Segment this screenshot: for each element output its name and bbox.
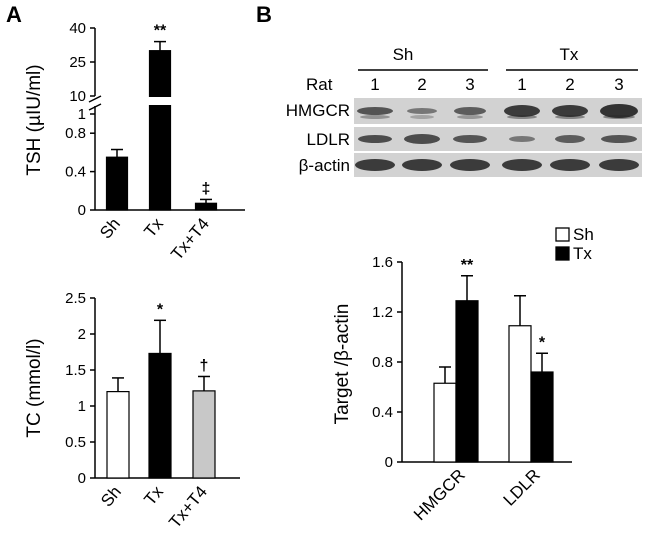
target-y-axis-title: Target /β-actin [332,304,353,425]
blot-group-tx: Tx [560,45,579,64]
target-significance-mark: ** [461,257,474,274]
tsh-category-label: Tx [140,214,167,241]
tc-y-tick-label: 0.5 [65,434,86,451]
blot-lane-label: 3 [465,75,474,94]
legend-label-tx: Tx [573,244,592,263]
tc-bar-chart: 0 0.5 1 1.5 2 2.5 TC (mmol/l) Sh * Tx † Tx+T4 [24,290,240,532]
tsh-bar [194,202,218,211]
tc-y-tick-label: 2.5 [65,290,86,307]
blot-band [555,135,585,143]
target-y-tick-label: 1.2 [372,304,393,321]
blot-band [599,159,639,171]
tc-category-label: Sh [97,482,125,510]
panel-a-label: A [6,2,22,27]
tsh-y-tick-label: 10 [69,88,86,105]
tc-y-tick-label: 0 [78,470,86,487]
tsh-axis-break-mark [88,95,102,103]
legend-swatch-sh [555,227,570,242]
target-bar-sh [433,382,457,463]
target-y-tick-label: 1.6 [372,254,393,271]
tsh-bar-break-gap [147,97,173,105]
blot-band [555,115,585,119]
tc-category-label: Tx+T4 [165,482,211,531]
tc-category-label: Tx [140,482,167,509]
blot-band [457,115,483,119]
tsh-bar [105,156,129,211]
tc-bar [148,352,172,479]
tsh-significance-mark: ** [154,23,167,40]
blot-band [410,115,434,119]
blot-lane-label: 3 [614,75,623,94]
tsh-significance-mark: ‡ [202,180,211,197]
blot-band [404,134,440,144]
blot-row-label: LDLR [307,130,350,149]
target-bar-tx [530,371,554,463]
tsh-y-tick-label: 0 [78,202,86,219]
panel-b-label: B [256,2,272,27]
tsh-y-axis-title: TSH (µIU/ml) [24,64,45,175]
tsh-category-label: Tx+T4 [167,214,213,263]
western-blot: Sh Tx Rat 1 2 3 1 2 3 HMGCR LDLR β-actin [286,45,642,177]
blot-lane-label: 1 [517,75,526,94]
blot-band [502,159,542,171]
blot-strip [354,153,642,177]
legend-label-sh: Sh [573,225,594,244]
blot-strip [354,98,642,124]
target-bar-sh [508,325,532,463]
blot-row-label: HMGCR [286,101,350,120]
blot-band [507,115,537,119]
tc-significance-mark: * [157,301,164,318]
tsh-y-tick-label: 1 [78,106,86,123]
target-y-tick-label: 0 [385,454,393,471]
tsh-y-tick-label: 0.8 [65,125,86,142]
blot-band [355,159,395,171]
tsh-y-tick-label: 25 [69,54,86,71]
tsh-bar [148,50,172,211]
target-y-tick-label: 0.8 [372,354,393,371]
blot-lane-label: 2 [565,75,574,94]
blot-band [450,159,490,171]
blot-band [603,115,635,119]
blot-lane-label: 2 [417,75,426,94]
tc-bar [106,391,130,479]
tc-y-tick-label: 1 [78,398,86,415]
tsh-axis-break-mark [88,103,102,111]
blot-band [601,135,637,143]
blot-lane-label: 1 [370,75,379,94]
tsh-y-tick-label: 40 [69,20,86,37]
tsh-bar-chart: 0 0.4 0.8 110 25 40 TSH (µIU/ml) Sh ** Tx ‡ Tx+T4 [24,20,245,264]
blot-band [552,105,588,117]
blot-band [358,135,392,143]
target-bar-tx [455,300,479,463]
target-significance-mark: * [539,334,546,351]
blot-rat-label: Rat [306,75,333,94]
tc-bar [192,390,216,479]
tsh-y-tick-label: 0.4 [65,164,86,181]
tc-y-tick-label: 1.5 [65,362,86,379]
blot-row-label: β-actin [299,156,350,175]
target-ratio-bar-chart: 0 0.4 0.8 1.2 1.6 Target /β-actin ** HMGCR * LDLR… [332,225,594,524]
target-category-label: LDLR [500,465,544,509]
blot-band [360,115,390,119]
tc-y-tick-label: 2 [78,326,86,343]
target-y-tick-label: 0.4 [372,404,393,421]
blot-strip [354,127,642,151]
blot-group-sh: Sh [393,45,414,64]
blot-band [550,159,590,171]
blot-band [509,136,535,142]
blot-band [357,107,393,115]
blot-band [402,159,442,171]
blot-band [504,105,540,117]
legend-swatch-tx [555,246,570,261]
blot-band [454,107,486,115]
tc-significance-mark: † [200,357,209,374]
blot-band [453,135,487,143]
tc-y-axis-title: TC (mmol/l) [24,338,45,437]
tsh-category-label: Sh [96,214,124,242]
target-category-label: HMGCR [410,465,469,524]
blot-band [600,104,638,118]
blot-band [407,108,437,114]
